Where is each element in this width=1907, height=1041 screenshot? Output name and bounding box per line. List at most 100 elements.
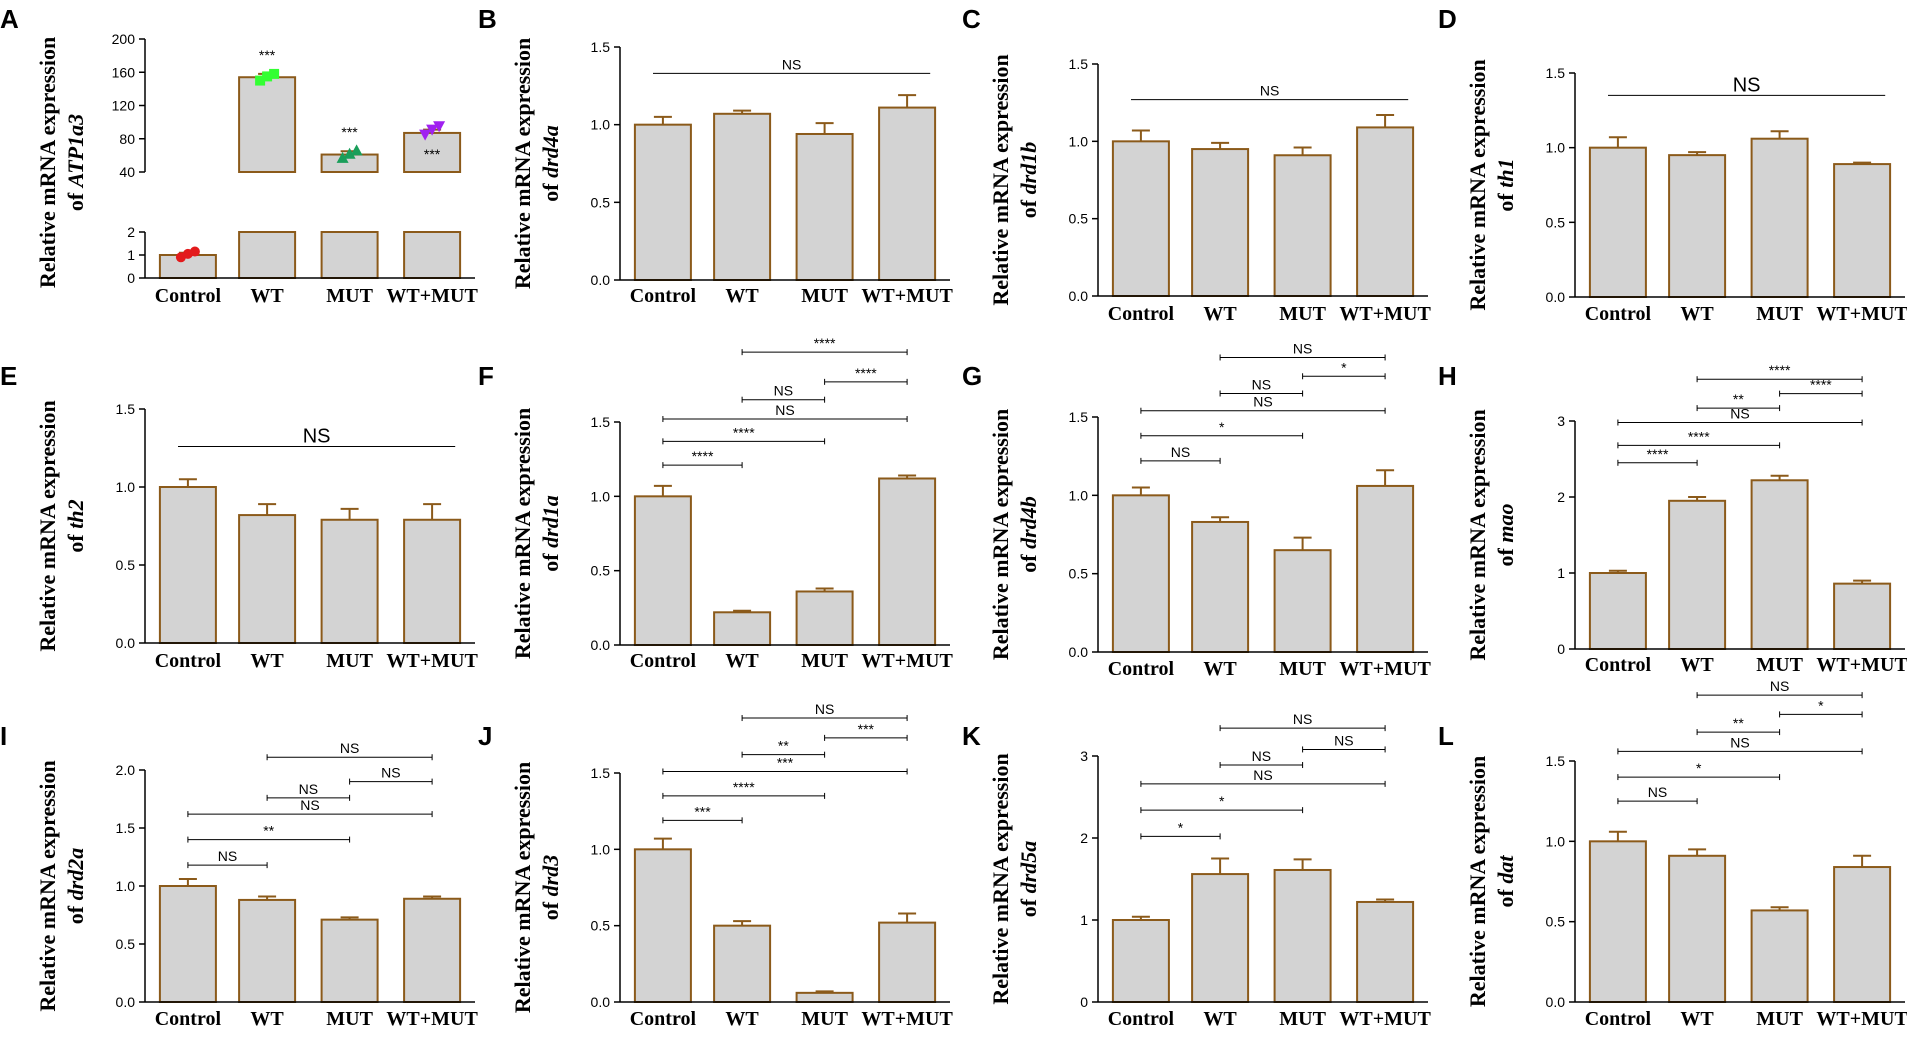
bar (1273, 868, 1332, 1003)
comparison-label: * (1818, 697, 1824, 713)
y-tick-label: 1.5 (591, 39, 611, 55)
bar (403, 518, 462, 645)
chart-panel-I: I Relative mRNA expression of drd2a 0.0 0.5 1… (0, 721, 478, 1030)
y-axis-label: Relative mRNA expression (35, 37, 60, 288)
y-tick-label: 0.5 (591, 918, 611, 934)
x-tick-label: WT+MUT (1339, 303, 1431, 325)
y-axis-label: Relative mRNA expression (988, 54, 1013, 305)
bar (403, 897, 462, 1004)
comparison-label: **** (1688, 428, 1710, 444)
y-axis-label-gene: of ATP1a3 (63, 114, 88, 211)
comparison-label: * (1696, 760, 1702, 776)
chart-panel-D: D Relative mRNA expression of th1 0.0 0.5 1.0… (1438, 4, 1907, 325)
comparison-label: **** (855, 365, 877, 381)
bar (1273, 549, 1332, 654)
data-point (189, 246, 200, 257)
panel-letter: J (478, 721, 492, 751)
data-point (336, 151, 349, 163)
chart-panel-K: K Relative mRNA expression of drd5a 0 1 2 3 Con… (962, 711, 1431, 1030)
x-tick-label: WT (725, 1008, 759, 1030)
axis-break-gap (237, 173, 298, 231)
x-tick-label: Control (1108, 658, 1175, 680)
y-tick-label: 2 (1557, 489, 1565, 505)
bar (1668, 154, 1727, 298)
x-tick-label: WT (725, 285, 759, 307)
comparison-label: NS (381, 765, 400, 781)
comparison-label: ** (778, 738, 789, 754)
comparison-label: *** (777, 754, 794, 770)
x-tick-label: WT (1203, 1008, 1237, 1030)
y-axis-label-gene: of drd2a (63, 848, 88, 924)
x-tick-label: WT (250, 1008, 284, 1030)
y-axis-label-gene: of drd4b (1016, 496, 1041, 572)
bar (713, 611, 772, 646)
comparison-label: NS (782, 56, 801, 72)
chart-panel-L: L Relative mRNA expression of dat 0.0 0.5 1.0… (1438, 678, 1907, 1030)
bar (1111, 494, 1170, 654)
y-tick-label: 1.0 (1069, 133, 1089, 149)
x-tick-label: MUT (326, 1008, 373, 1030)
comparison-label: NS (218, 848, 237, 864)
x-tick-label: Control (1585, 303, 1652, 325)
y-tick-label: 160 (112, 64, 136, 80)
y-tick-label: 2 (1080, 830, 1088, 846)
bar (1750, 479, 1809, 650)
bar (1668, 854, 1727, 1003)
y-tick-label: 0.0 (116, 994, 136, 1010)
x-tick-label: WT+MUT (861, 1008, 953, 1030)
y-axis-label: Relative mRNA expression (988, 409, 1013, 660)
bar (1111, 919, 1170, 1003)
y-axis-label: Relative mRNA expression (510, 38, 535, 289)
y-tick-label: 1.0 (591, 117, 611, 133)
x-tick-label: MUT (801, 1008, 848, 1030)
bar (320, 518, 379, 645)
comparison-label: *** (858, 721, 875, 737)
comparison-label: NS (1730, 734, 1749, 750)
significance-label: *** (341, 124, 358, 140)
data-point (269, 68, 280, 79)
y-tick-label: 1.5 (116, 820, 136, 836)
chart-panel-F: F Relative mRNA expression of drd1a 0.0 0.5 1… (478, 335, 953, 672)
comparison-label: NS (1334, 732, 1353, 748)
y-tick-label: 0.0 (1546, 994, 1566, 1010)
bar (1191, 520, 1250, 654)
comparison-label: NS (1293, 711, 1312, 727)
bar (1191, 873, 1250, 1004)
y-axis-label: Relative mRNA expression (35, 400, 60, 651)
y-axis-label-gene: of th1 (1493, 158, 1518, 211)
data-point (426, 124, 439, 136)
panel-letter: F (478, 361, 494, 391)
x-tick-label: MUT (801, 285, 848, 307)
y-axis-label-gene: of drd4a (538, 125, 563, 201)
comparison-label: ** (263, 823, 274, 839)
data-point (433, 121, 446, 133)
comparison-label: NS (340, 740, 359, 756)
comparison-label: NS (1171, 444, 1190, 460)
y-axis-label-gene: of drd1b (1016, 142, 1041, 218)
bar (878, 921, 937, 1004)
x-tick-label: Control (1108, 1008, 1175, 1030)
bar (633, 848, 692, 1003)
y-tick-label: 0.5 (1546, 214, 1566, 230)
panel-letter: G (962, 361, 982, 391)
bar (1833, 866, 1892, 1003)
x-tick-label: WT+MUT (386, 285, 478, 307)
y-tick-label: 120 (112, 98, 136, 114)
x-tick-label: WT (1203, 658, 1237, 680)
comparison-label: NS (1648, 784, 1667, 800)
x-tick-label: WT+MUT (1816, 303, 1907, 325)
x-tick-label: MUT (801, 650, 848, 672)
panel-letter: A (0, 4, 19, 34)
bar (1111, 140, 1170, 297)
y-tick-label: 0 (127, 270, 135, 286)
x-tick-label: MUT (1756, 303, 1803, 325)
y-tick-label: 0.0 (1546, 289, 1566, 305)
x-tick-label: MUT (326, 650, 373, 672)
comparison-label: **** (1810, 377, 1832, 393)
y-tick-label: 1.5 (1546, 753, 1566, 769)
y-tick-label: 3 (1080, 748, 1088, 764)
panel-letter: K (962, 721, 981, 751)
panel-letter: C (962, 4, 981, 34)
comparison-label: **** (814, 335, 836, 351)
chart-panel-J: J Relative mRNA expression of drd3 0.0 0.5 1.… (478, 701, 953, 1030)
